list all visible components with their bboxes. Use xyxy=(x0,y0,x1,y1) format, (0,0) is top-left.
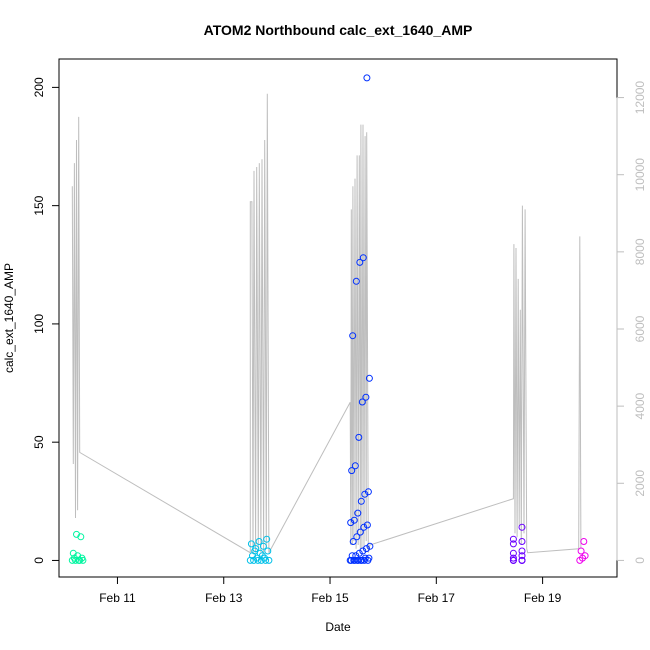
data-point xyxy=(355,433,363,441)
y-left-tick-label: 200 xyxy=(32,77,46,97)
x-tick-label: Feb 13 xyxy=(205,591,243,605)
data-point xyxy=(580,538,588,545)
plot-area-frame xyxy=(58,58,618,578)
points-layer xyxy=(68,74,589,564)
data-point xyxy=(518,538,526,545)
y-axis-label: calc_ext_1640_AMP xyxy=(2,263,16,373)
data-point xyxy=(360,523,368,531)
data-point xyxy=(247,540,255,548)
data-point xyxy=(358,398,366,406)
data-point xyxy=(349,538,357,545)
data-point xyxy=(365,374,373,382)
data-point xyxy=(509,540,517,548)
data-point xyxy=(366,542,374,550)
y-right-tick-label: 10000 xyxy=(633,158,647,192)
data-point xyxy=(353,533,361,541)
y-left-tick-label: 150 xyxy=(32,195,46,215)
x-tick-label: Feb 11 xyxy=(99,591,136,605)
data-point xyxy=(362,545,370,553)
y-right-tick-label: 8000 xyxy=(633,238,647,265)
y-left-tick-label: 50 xyxy=(32,435,46,449)
axes-layer: Feb 11 Feb 13 Feb 15 Feb 17 Feb 19 0 50 100 150 2… xyxy=(32,77,647,605)
data-point xyxy=(73,530,80,538)
data-point xyxy=(354,509,362,517)
y-left-tick-label: 100 xyxy=(32,314,46,334)
data-point xyxy=(361,554,369,562)
data-point xyxy=(363,74,371,82)
data-point xyxy=(347,556,355,564)
data-point xyxy=(352,277,360,285)
data-point xyxy=(577,547,585,555)
data-point xyxy=(356,528,364,536)
data-point xyxy=(518,556,526,564)
data-point xyxy=(264,547,272,555)
data-point xyxy=(69,549,77,557)
data-point xyxy=(355,549,363,557)
data-point xyxy=(518,552,526,560)
x-tick-label: Feb 17 xyxy=(418,591,456,605)
y-right-tick-label: 4000 xyxy=(633,392,647,419)
y-right-tick-label: 12000 xyxy=(633,81,647,115)
data-point xyxy=(259,542,267,550)
data-point xyxy=(251,547,259,555)
data-point xyxy=(363,521,371,529)
data-point xyxy=(349,332,357,340)
data-point xyxy=(348,467,356,475)
data-point xyxy=(359,254,367,262)
y-right-tick-label: 2000 xyxy=(633,470,647,497)
data-point xyxy=(359,547,367,555)
y-right-tick-label: 0 xyxy=(633,557,647,564)
data-point xyxy=(361,490,369,498)
data-point xyxy=(350,516,358,524)
gray-series-layer xyxy=(71,93,582,554)
y-left-tick-label: 0 xyxy=(32,557,46,564)
data-point xyxy=(263,535,271,543)
data-point xyxy=(509,556,517,564)
data-point xyxy=(358,556,366,564)
x-tick-label: Feb 19 xyxy=(524,591,562,605)
data-point xyxy=(348,552,356,560)
data-point xyxy=(509,554,517,562)
data-point xyxy=(352,552,360,560)
data-point xyxy=(509,535,517,543)
x-axis-label: Date xyxy=(325,620,351,634)
data-point xyxy=(347,519,355,527)
data-point xyxy=(518,547,526,555)
data-point xyxy=(364,488,372,496)
data-point xyxy=(581,552,589,560)
data-point xyxy=(261,554,268,562)
data-point xyxy=(258,552,266,560)
data-point xyxy=(509,549,517,557)
data-point xyxy=(356,258,364,266)
data-point xyxy=(357,497,365,505)
data-point xyxy=(365,554,373,562)
data-point xyxy=(362,393,370,401)
data-point xyxy=(351,462,359,470)
chart-title: ATOM2 Northbound calc_ext_1640_AMP xyxy=(204,22,473,38)
gray-series-line xyxy=(71,93,582,554)
x-tick-label: Feb 15 xyxy=(311,591,349,605)
data-point xyxy=(518,523,526,531)
data-point xyxy=(255,538,263,545)
y-right-tick-label: 6000 xyxy=(633,315,647,342)
